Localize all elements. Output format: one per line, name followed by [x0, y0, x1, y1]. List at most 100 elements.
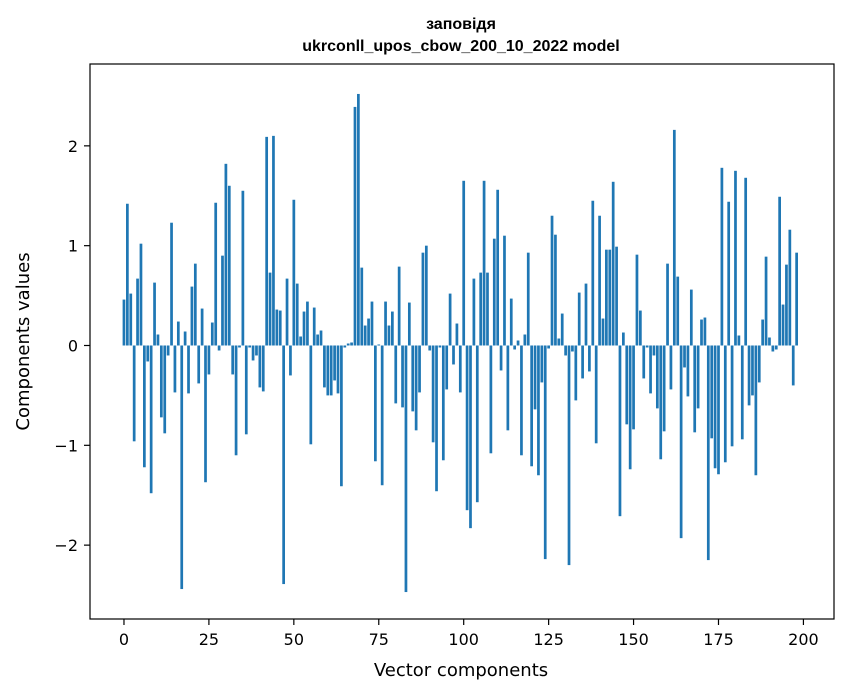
bar-125 — [547, 345, 550, 349]
bar-138 — [591, 200, 595, 346]
bar-77 — [384, 301, 387, 346]
y-tick-label-2: 2 — [68, 137, 78, 156]
bar-85 — [411, 345, 415, 412]
bar-33 — [234, 345, 238, 456]
bar-94 — [441, 345, 445, 461]
bar-24 — [204, 345, 207, 483]
bar-73 — [370, 301, 374, 346]
bar-170 — [700, 319, 703, 346]
x-tick-label-25: 25 — [199, 630, 219, 649]
bar-145 — [615, 246, 618, 346]
bar-69 — [357, 93, 360, 346]
bar-115 — [513, 345, 517, 350]
bar-37 — [248, 345, 252, 348]
bar-128 — [557, 338, 561, 346]
bar-101 — [465, 345, 469, 511]
bar-189 — [764, 256, 768, 346]
bar-174 — [713, 345, 717, 469]
bar-75 — [377, 344, 381, 346]
bar-153 — [642, 345, 646, 379]
bar-110 — [496, 189, 500, 346]
bar-181 — [737, 335, 741, 346]
bar-13 — [166, 345, 170, 356]
y-tick-label--2: −2 — [54, 536, 78, 555]
bar-0 — [122, 299, 126, 346]
bar-119 — [526, 252, 530, 346]
bar-46 — [278, 310, 282, 346]
bar-86 — [414, 345, 418, 431]
bar-197 — [791, 345, 795, 386]
bar-91 — [431, 345, 435, 443]
bar-107 — [486, 272, 489, 346]
bar-194 — [781, 304, 785, 346]
bar-120 — [530, 345, 533, 467]
chart-title-line-1: заповідя — [426, 16, 496, 33]
bar-81 — [397, 266, 401, 346]
bar-108 — [489, 345, 493, 454]
bar-96 — [448, 293, 452, 346]
bar-60 — [326, 345, 330, 396]
bar-18 — [183, 331, 187, 346]
bar-137 — [588, 345, 591, 372]
bar-113 — [506, 345, 510, 431]
bar-156 — [652, 345, 656, 356]
bar-124 — [543, 345, 547, 560]
bar-132 — [571, 345, 574, 352]
bar-52 — [299, 336, 302, 346]
bar-25 — [207, 345, 211, 375]
bar-146 — [618, 345, 622, 517]
bar-23 — [200, 308, 204, 346]
bar-134 — [577, 292, 581, 346]
y-tick-label--1: −1 — [54, 436, 78, 455]
bar-176 — [720, 167, 724, 346]
x-tick-label-0: 0 — [119, 630, 129, 649]
x-tick-label-75: 75 — [369, 630, 389, 649]
bar-186 — [754, 345, 758, 476]
bar-11 — [159, 345, 163, 418]
bar-89 — [424, 245, 428, 346]
bar-97 — [452, 345, 455, 365]
bar-164 — [679, 345, 683, 539]
bar-50 — [292, 199, 296, 346]
bar-41 — [261, 345, 265, 392]
bar-59 — [323, 345, 326, 388]
bar-162 — [672, 129, 676, 346]
y-tick-label-1: 1 — [68, 237, 78, 256]
bar-130 — [564, 345, 567, 356]
bar-154 — [645, 345, 649, 348]
bar-3 — [132, 345, 136, 442]
bar-103 — [472, 278, 476, 346]
bar-30 — [224, 163, 228, 346]
bar-35 — [241, 190, 245, 346]
bar-27 — [214, 202, 218, 346]
bar-58 — [319, 330, 323, 346]
bar-104 — [475, 345, 479, 503]
bar-76 — [380, 345, 384, 486]
x-tick-label-50: 50 — [284, 630, 304, 649]
bar-169 — [696, 345, 700, 409]
bar-172 — [706, 345, 710, 561]
bar-168 — [693, 345, 697, 433]
axis-ticks: 0 25 50 75 100 125 150 175 200 −2 −1 0 1 2 — [54, 137, 818, 649]
bar-64 — [340, 345, 343, 487]
bar-74 — [374, 345, 377, 462]
bar-10 — [156, 334, 160, 346]
bar-195 — [785, 264, 788, 346]
bar-57 — [316, 334, 319, 346]
bar-105 — [479, 272, 483, 346]
bar-51 — [295, 283, 299, 346]
bar-7 — [146, 345, 150, 362]
bar-79 — [391, 311, 394, 346]
bar-62 — [333, 345, 336, 381]
bar-90 — [428, 345, 432, 351]
bar-133 — [574, 345, 578, 401]
bar-140 — [598, 215, 601, 346]
bar-68 — [353, 106, 357, 346]
bar-141 — [601, 318, 605, 346]
bar-45 — [275, 309, 279, 346]
x-tick-label-175: 175 — [703, 630, 734, 649]
bar-84 — [407, 302, 411, 346]
bar-38 — [251, 345, 255, 361]
bar-9 — [153, 282, 156, 346]
